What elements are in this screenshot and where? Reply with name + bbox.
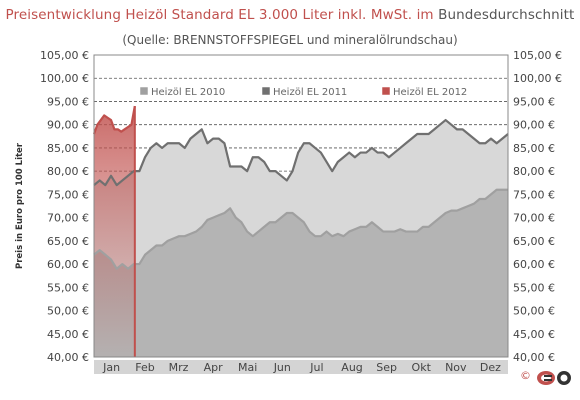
legend-entry: Heizöl EL 2011 (273, 87, 347, 98)
y-tick-label-right: 45,00 € (513, 328, 555, 341)
x-tick-label: Sep (376, 361, 397, 374)
legend-swatch (139, 86, 149, 96)
y-tick-label-left: 85,00 € (47, 142, 89, 155)
plot-border (93, 54, 509, 358)
y-tick-label-left: 95,00 € (47, 95, 89, 108)
y-axis-label: Preis in Euro pro 100 Liter (15, 142, 25, 269)
y-tick-label-left: 70,00 € (47, 212, 89, 225)
y-tick-label-left: 50,00 € (47, 305, 89, 318)
x-tick-label: Feb (135, 361, 154, 374)
legend-swatch (261, 86, 271, 96)
y-tick-label-left: 45,00 € (47, 328, 89, 341)
y-tick-label-right: 60,00 € (513, 258, 555, 271)
y-tick-label-left: 55,00 € (47, 281, 89, 294)
x-tick-label: Dez (480, 361, 501, 374)
y-tick-label-right: 75,00 € (513, 188, 555, 201)
series-line-2010 (93, 188, 508, 270)
y-tick-label-right: 55,00 € (513, 281, 555, 294)
y-tick-label-left: 90,00 € (47, 119, 89, 132)
x-tick-label: Jan (102, 361, 120, 374)
y-tick-label-right: 50,00 € (513, 305, 555, 318)
y-tick-label-right: 95,00 € (513, 95, 555, 108)
x-axis-band (94, 360, 508, 374)
y-tick-label-right: 70,00 € (513, 212, 555, 225)
chart-title-region: Bundesdurchschnitt (438, 7, 575, 23)
y-tick-label-left: 75,00 € (47, 188, 89, 201)
y-tick-label-right: 80,00 € (513, 165, 555, 178)
x-tick-label: Jul (309, 361, 323, 374)
chart-subtitle: (Quelle: BRENNSTOFFSPIEGEL und mineralöl… (122, 33, 458, 47)
legend-swatch (381, 86, 391, 96)
publisher-logo: © (520, 368, 580, 388)
x-tick-label: Apr (204, 361, 224, 374)
y-tick-label-left: 105,00 € (40, 49, 89, 62)
chart-title: Preisentwicklung Heizöl Standard EL 3.00… (0, 7, 580, 23)
y-tick-label-right: 100,00 € (513, 72, 562, 85)
y-tick-label-left: 100,00 € (40, 72, 89, 85)
logo-mark-icon (537, 371, 571, 385)
x-tick-label: Okt (412, 361, 432, 374)
series-line-2012 (92, 105, 136, 135)
y-tick-label-left: 80,00 € (47, 165, 89, 178)
y-tick-label-left: 65,00 € (47, 235, 89, 248)
series-line-2011 (93, 118, 509, 187)
x-tick-label: Jun (273, 361, 291, 374)
chart-title-main: Preisentwicklung Heizöl Standard EL 3.00… (5, 7, 434, 23)
x-tick-label: Mrz (169, 361, 189, 374)
legend-entry: Heizöl EL 2012 (393, 87, 467, 98)
y-tick-label-left: 40,00 € (47, 351, 89, 364)
y-tick-label-right: 90,00 € (513, 119, 555, 132)
copyright-sign: © (520, 369, 531, 382)
y-tick-label-right: 40,00 € (513, 351, 555, 364)
y-tick-label-right: 85,00 € (513, 142, 555, 155)
x-tick-label: Nov (445, 361, 467, 374)
series-area-2012 (94, 106, 135, 357)
x-tick-label: Mai (238, 361, 257, 374)
legend-entry: Heizöl EL 2010 (151, 87, 225, 98)
y-tick-label-right: 65,00 € (513, 235, 555, 248)
y-tick-label-right: 105,00 € (513, 49, 562, 62)
x-tick-label: Aug (341, 361, 362, 374)
y-tick-label-left: 60,00 € (47, 258, 89, 271)
